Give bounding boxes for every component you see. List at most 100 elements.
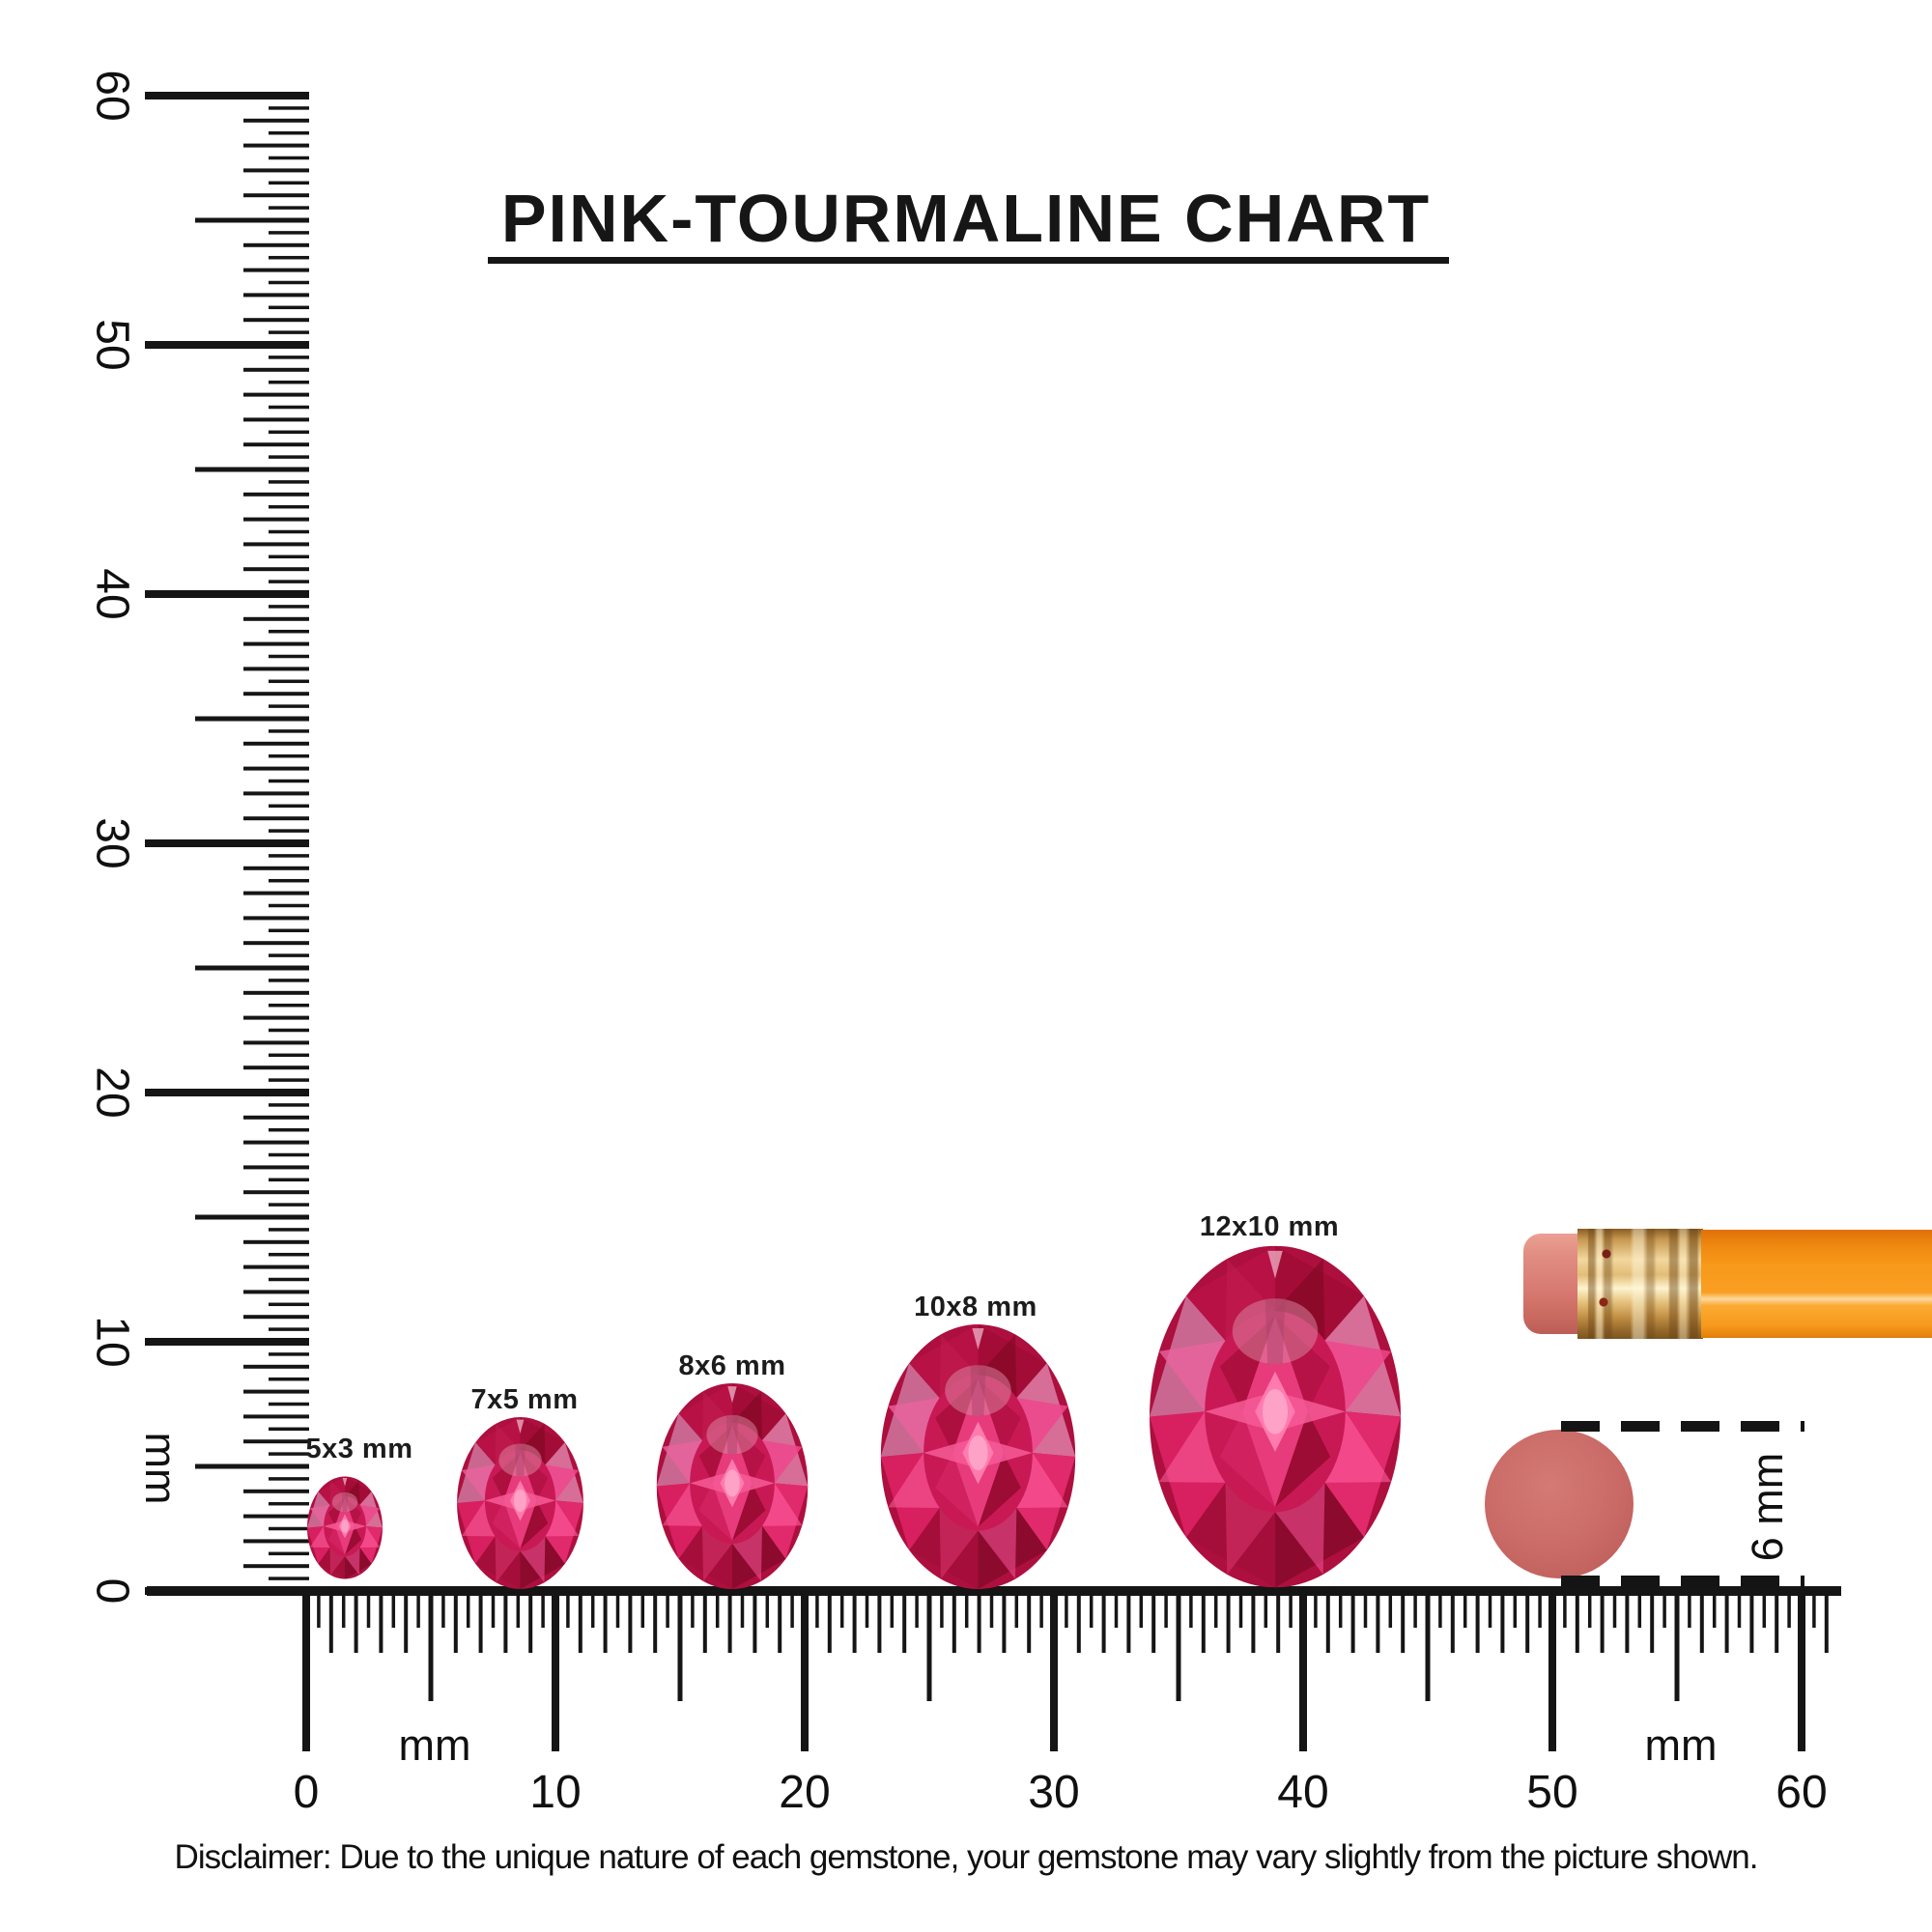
ruler-tick [243,1264,309,1269]
vertical-ruler-number: 30 [86,817,138,869]
ruler-tick [1276,1587,1281,1653]
ruler-tick [653,1587,658,1653]
ruler-tick [243,193,309,198]
ruler-tick [1450,1587,1455,1653]
ruler-tick [269,903,309,908]
ruler-tick [1737,1587,1742,1628]
ruler-tick [269,1352,309,1356]
ruler-tick [243,816,309,821]
ruler-tick [243,1115,309,1120]
ruler-tick [552,1587,559,1751]
gem-size-label: 12x10 mm [1199,1211,1340,1242]
ruler-tick [269,1228,309,1232]
ruler-tick [269,330,309,334]
ruler-tick [1650,1587,1655,1653]
ruler-tick [269,854,309,858]
ruler-tick [243,492,309,497]
gem-oval-8x6 [655,1383,810,1589]
ruler-tick [727,1587,732,1653]
ruler-tick [1338,1587,1343,1628]
ruler-tick [1002,1587,1007,1653]
ruler-tick [578,1587,582,1653]
ruler-tick [243,242,309,247]
dimension-dash-bottom [1561,1576,1804,1586]
gem-oval-12x10 [1150,1244,1401,1589]
ruler-tick [269,430,309,435]
ruler-tick [1299,1587,1307,1751]
ruler-tick [269,654,309,659]
ruler-tick [590,1587,595,1628]
ruler-tick [243,941,309,946]
ruler-tick [269,953,309,957]
ruler-tick [269,231,309,235]
page-title: PINK-TOURMALINE CHART [500,181,1432,256]
horizontal-ruler-number: 10 [529,1767,582,1818]
ruler-tick [269,181,309,185]
ruler-tick [269,1127,309,1132]
ruler-tick [1563,1587,1567,1628]
gem-size-label: 5x3 mm [305,1434,413,1464]
ruler-tick [145,590,309,598]
gem-oval-10x8 [879,1324,1077,1589]
ruler-tick [1662,1587,1666,1628]
ruler-tick [243,118,309,123]
ruler-tick [145,1089,309,1096]
ruler-tick [1798,1587,1805,1751]
ruler-tick [269,455,309,459]
gem-size-label: 10x8 mm [914,1292,1037,1322]
ruler-tick [243,1140,309,1145]
ruler-tick [528,1587,533,1653]
ruler-tick [815,1587,819,1628]
ruler-tick [269,255,309,260]
ruler-tick [1612,1587,1617,1628]
ruler-tick [391,1587,396,1628]
ruler-tick [243,417,309,422]
ruler-tick [243,517,309,522]
ruler-tick [354,1587,358,1653]
ruler-tick [1076,1587,1081,1653]
ruler-tick [269,1477,309,1481]
ruler-tick [269,206,309,210]
ruler-tick [269,1203,309,1207]
ruler-tick [1463,1587,1467,1628]
ruler-tick [1425,1587,1431,1701]
ruler-tick [566,1587,570,1628]
ruler-tick [790,1587,794,1628]
ruler-tick [1126,1587,1131,1653]
ruler-tick [1213,1587,1218,1628]
ruler-tick [1625,1587,1630,1653]
ruler-tick [691,1587,695,1628]
ruler-tick [243,916,309,921]
ruler-tick [366,1587,371,1628]
horizontal-ruler-number: 20 [779,1767,831,1818]
ruler-tick [466,1587,470,1628]
ruler-tick [1027,1587,1032,1653]
ruler-tick [677,1587,683,1701]
disclaimer-text: Disclaimer: Due to the unique nature of … [174,1838,1759,1876]
ruler-tick [1587,1587,1592,1628]
horizontal-ruler-number: 60 [1776,1767,1828,1818]
gem-size-label: 8x6 mm [678,1350,786,1381]
ruler-tick [243,1165,309,1170]
circle-dimension-label: 6 mm [1743,1452,1792,1562]
ruler-tick [269,1551,309,1556]
ruler-tick [269,305,309,310]
ruler-tick [715,1587,720,1628]
ruler-tick [478,1587,483,1653]
horizontal-ruler-unit-label-left: mm [398,1720,471,1770]
ruler-tick [328,1587,333,1653]
ruler-tick [1762,1587,1767,1628]
ruler-tick [145,1338,309,1346]
ruler-tick [243,1439,309,1444]
ruler-tick [1575,1587,1579,1653]
ruler-tick [243,367,309,372]
ruler-tick [952,1587,956,1653]
ruler-tick [428,1587,434,1701]
ruler-tick [269,1003,309,1008]
ruler-tick [269,156,309,160]
ruler-tick [827,1587,832,1653]
ruler-tick [1376,1587,1380,1653]
ruler-tick [269,979,309,982]
ruler-tick [195,467,309,472]
ruler-tick [269,554,309,559]
